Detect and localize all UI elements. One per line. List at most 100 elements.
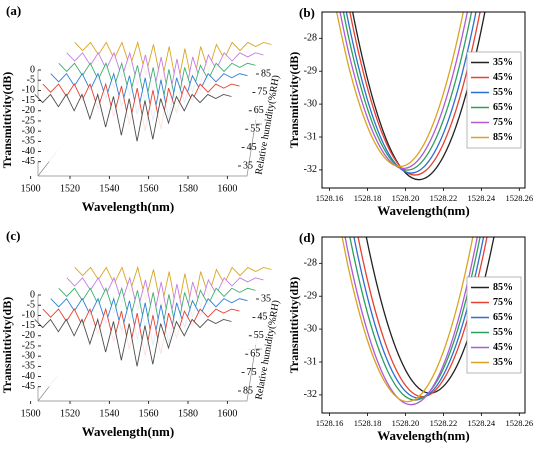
panel-label: (b)	[299, 5, 315, 20]
y-tick-label: -15	[22, 320, 35, 331]
y-tick-label: -32	[304, 389, 317, 400]
y-tick-label: -20	[22, 330, 35, 341]
y-tick-label: -5	[27, 74, 35, 85]
x-tick-label: 1528.24	[468, 193, 496, 203]
x-tick-label: 1500	[21, 408, 41, 419]
y-tick-label: -31	[304, 131, 317, 142]
x-tick-label: 1528.26	[505, 418, 533, 428]
spectrum	[34, 317, 232, 367]
x-tick-label: 1560	[139, 183, 159, 194]
panel-label: (d)	[299, 230, 315, 245]
y-tick-label: -20	[22, 105, 35, 116]
line	[349, 12, 481, 176]
z-tick-label: 55	[250, 123, 260, 134]
y-tick-label: -10	[22, 310, 35, 321]
z-tick-label: 75	[247, 367, 257, 378]
y-tick-label: -15	[22, 95, 35, 106]
x-tick-label: 1540	[99, 183, 119, 194]
panel-label: (a)	[6, 3, 21, 18]
y-tick-label: -29	[304, 66, 317, 77]
spectrum	[66, 51, 264, 100]
spectrum	[58, 286, 256, 336]
y-tick-label: -30	[22, 125, 35, 136]
x-tick-label: 1580	[178, 408, 198, 419]
legend-label: 35%	[493, 357, 513, 368]
z-tick-label: 45	[247, 142, 257, 153]
y-tick-label: -28	[304, 33, 317, 44]
z-tick-label: 75	[257, 87, 267, 98]
y-tick-label: -30	[304, 323, 317, 334]
y-tick-label: -35	[22, 136, 35, 147]
panel-label: (c)	[6, 228, 20, 243]
line	[342, 12, 473, 171]
x-tick-label: 1560	[139, 408, 159, 419]
z-tick-label: 45	[257, 312, 267, 323]
x-tick-label: 1528.18	[354, 193, 382, 203]
y-axis-label: Transmittivity(dB)	[287, 52, 301, 148]
z-tick-label: 65	[250, 348, 260, 359]
y-tick-label: -25	[22, 340, 35, 351]
y-axis-label: Transmittivity(dB)	[0, 72, 14, 168]
y-tick-label: -29	[304, 291, 317, 302]
y-tick-label: -45	[22, 381, 35, 392]
spectrum	[34, 92, 232, 142]
y-tick-label: -35	[22, 361, 35, 372]
x-tick-label: 1528.20	[392, 418, 420, 428]
line	[351, 12, 486, 181]
y-axis-label: Transmittivity(dB)	[287, 277, 301, 373]
y-tick-label: -31	[304, 356, 317, 367]
x-tick-label: 1528.22	[430, 193, 458, 203]
z-tick-label: 65	[254, 105, 264, 116]
x-tick-label: 1528.26	[505, 193, 533, 203]
legend-label: 55%	[493, 327, 513, 338]
x-tick-label: 1600	[217, 183, 237, 194]
legend-label: 65%	[493, 312, 513, 323]
y-axis-label: Transmittivity(dB)	[0, 297, 14, 393]
legend-label: 45%	[493, 342, 513, 353]
x-tick-label: 1528.16	[316, 193, 344, 203]
spectrum	[74, 40, 272, 90]
series-fill	[34, 94, 232, 162]
legend-label: 85%	[493, 132, 513, 143]
legend-label: 55%	[493, 87, 513, 98]
legend-box	[466, 276, 522, 374]
x-tick-label: 1500	[21, 183, 41, 194]
y-tick-label: -30	[304, 98, 317, 109]
y-tick-label: -30	[22, 350, 35, 361]
x-tick-label: 1528.18	[354, 418, 382, 428]
spectrum	[74, 265, 272, 315]
x-tick-label: 1528.22	[430, 418, 458, 428]
y-tick-label: -40	[22, 146, 35, 157]
spectrum	[50, 71, 248, 121]
legend-label: 45%	[493, 72, 513, 83]
legend-label: 85%	[493, 282, 513, 293]
y-tick-label: 0	[30, 64, 35, 75]
y-tick-label: -5	[27, 299, 35, 310]
spectrum	[50, 296, 248, 346]
legend-label: 35%	[493, 57, 513, 68]
legend-label: 75%	[493, 117, 513, 128]
line	[345, 12, 477, 174]
y-tick-label: -10	[22, 85, 35, 96]
y-tick-label: -40	[22, 371, 35, 382]
y-tick-label: -28	[304, 258, 317, 269]
x-tick-label: 1528.24	[468, 418, 496, 428]
line	[339, 12, 469, 170]
x-axis-label: Wavelength(nm)	[377, 203, 469, 218]
x-axis-label: Wavelength(nm)	[82, 424, 174, 439]
plot-frame	[321, 236, 526, 414]
y-tick-label: 0	[30, 289, 35, 300]
series-fill	[34, 319, 232, 387]
y-tick-label: -32	[304, 164, 317, 175]
legend-label: 65%	[493, 102, 513, 113]
y-tick-label: -25	[22, 115, 35, 126]
plot-frame	[321, 11, 526, 189]
line	[344, 237, 478, 406]
z-tick-label: 55	[254, 330, 264, 341]
spectrum	[58, 61, 256, 111]
spectrum	[42, 307, 240, 357]
x-tick-label: 1520	[60, 183, 80, 194]
y-tick-label: -45	[22, 156, 35, 167]
z-tick-label: 85	[243, 385, 253, 396]
